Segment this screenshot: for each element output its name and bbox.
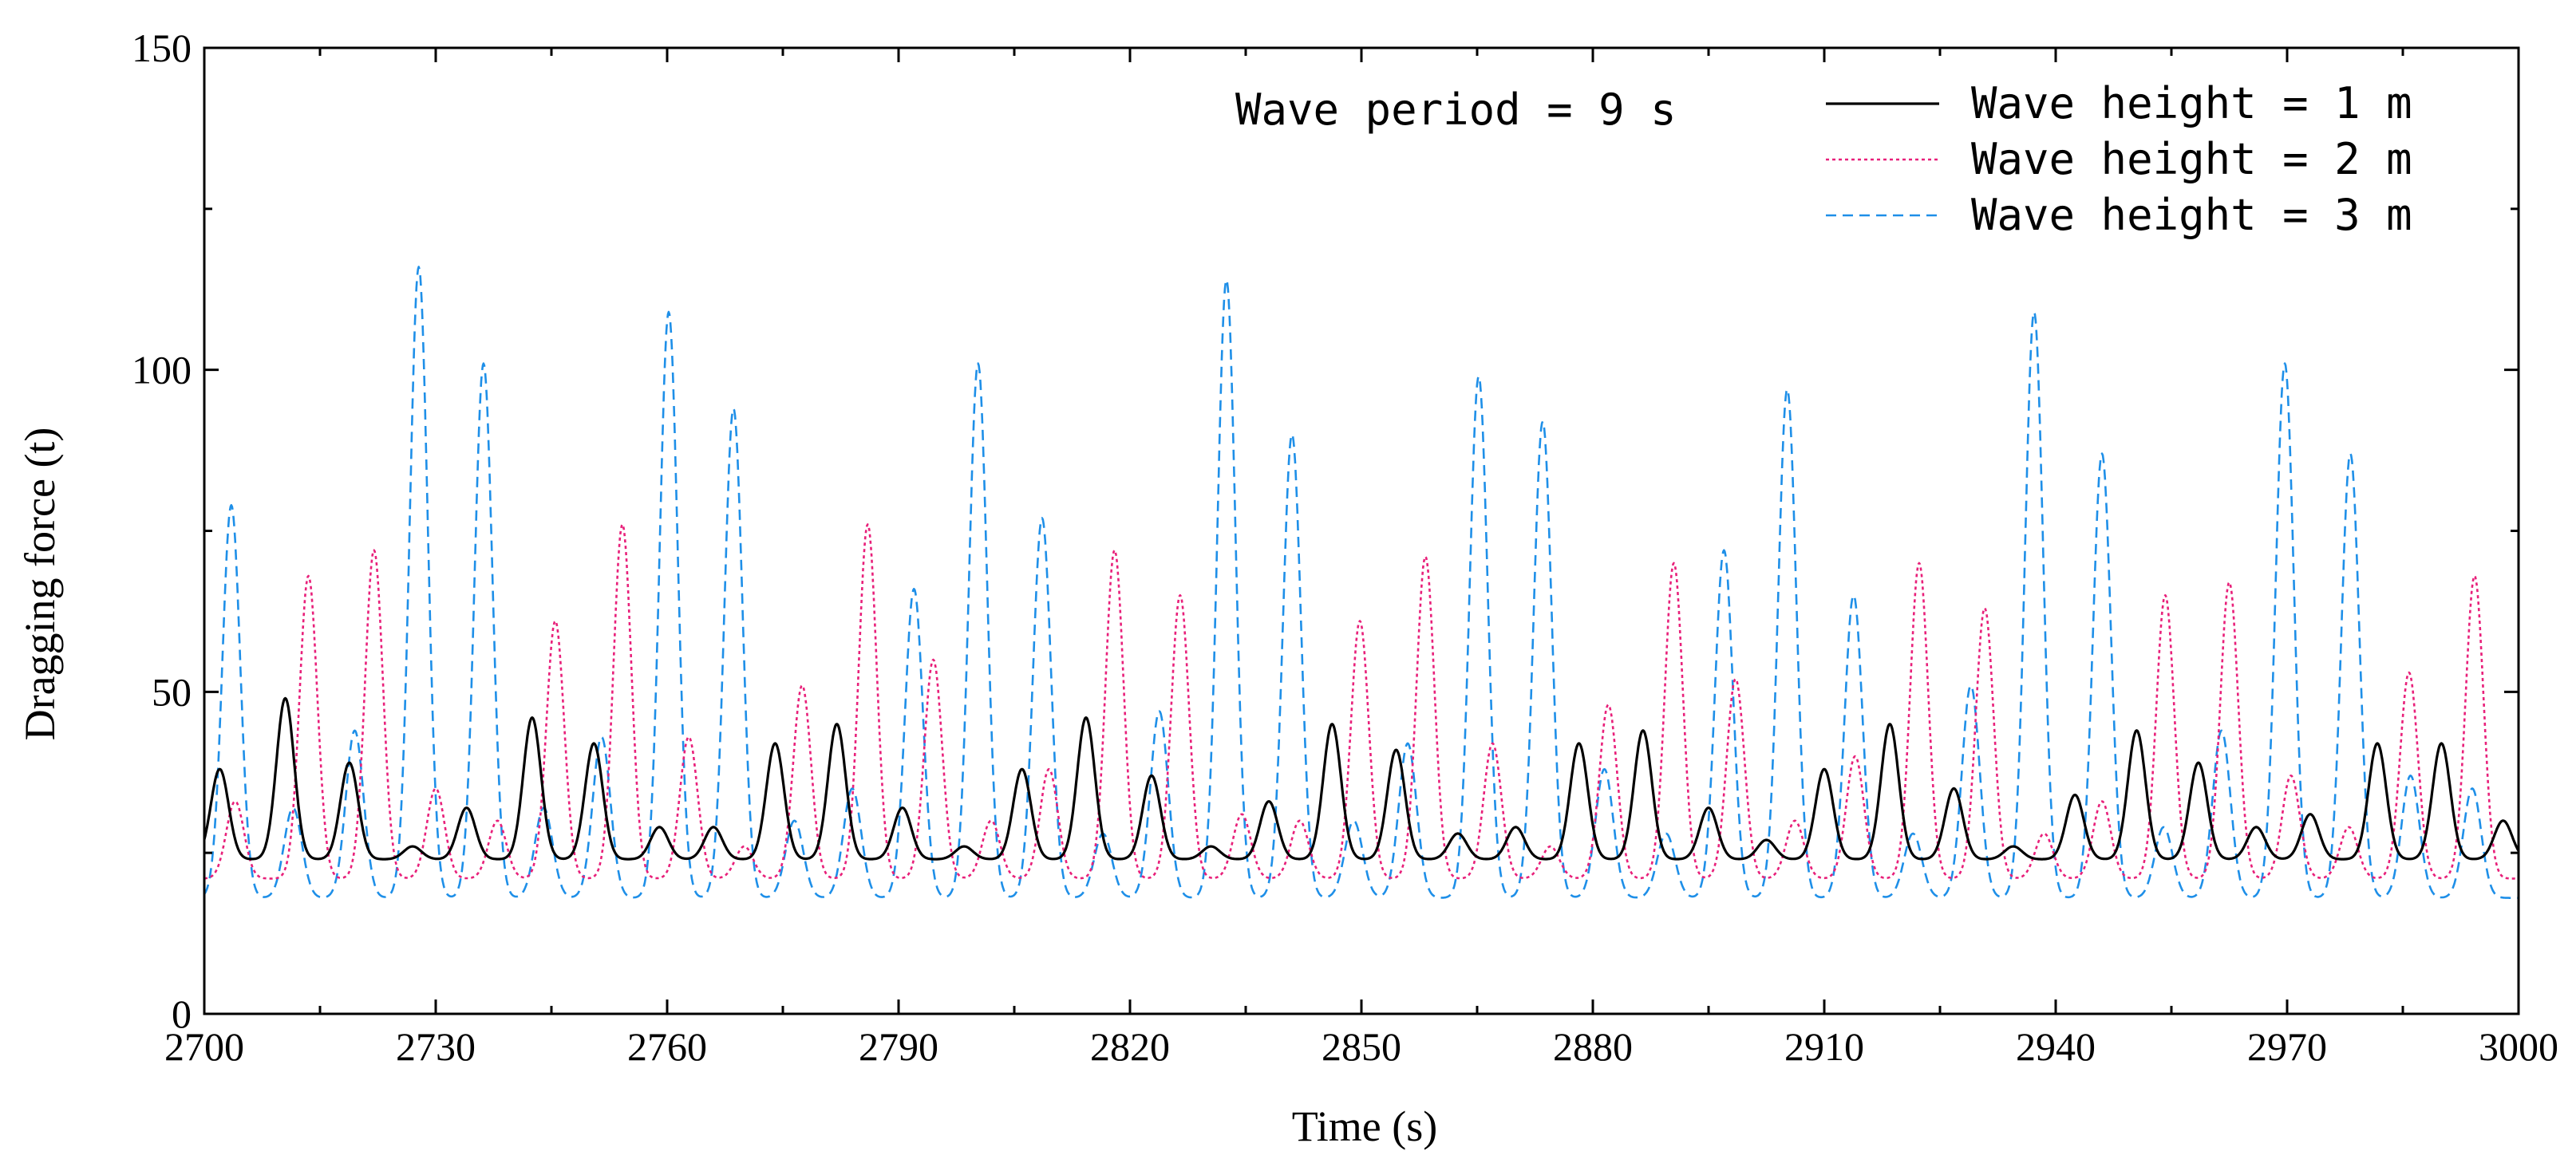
x-tick-label: 2880 [1553, 1024, 1633, 1069]
labels-layer: Time (s) Dragging force (t) Wave period … [16, 85, 1677, 1150]
x-tick-label: 2850 [1322, 1024, 1401, 1069]
legend-label-3: Wave height = 3 m [1971, 190, 2412, 240]
series-line-3 [204, 266, 2519, 899]
legend-label-2: Wave height = 2 m [1971, 134, 2412, 184]
x-tick-label: 2910 [1784, 1024, 1864, 1069]
y-tick-label: 0 [172, 992, 192, 1036]
y-tick-label: 150 [132, 26, 192, 70]
x-tick-label: 2760 [627, 1024, 707, 1069]
series-line-2 [204, 523, 2519, 880]
series-line-1 [204, 696, 2519, 861]
x-tick-label: 2940 [2016, 1024, 2096, 1069]
x-tick-label: 2820 [1090, 1024, 1170, 1069]
ticks-layer: 2700 2730 2760 2790 2820 2850 2880 2910 2940 2970… [132, 26, 2558, 1069]
y-tick-label: 50 [152, 669, 192, 714]
series-layer [204, 266, 2519, 899]
x-tick-label: 3000 [2479, 1024, 2558, 1069]
x-axis-title: Time (s) [1292, 1102, 1438, 1150]
x-tick-label: 2970 [2247, 1024, 2327, 1069]
x-tick-label: 2790 [859, 1024, 938, 1069]
legend: Wave height = 1 m Wave height = 2 m Wave h… [1826, 78, 2412, 240]
y-axis-title: Dragging force (t) [16, 428, 64, 741]
x-tick-label: 2700 [164, 1024, 244, 1069]
legend-label-1: Wave height = 1 m [1971, 78, 2412, 128]
x-tick-label: 2730 [396, 1024, 476, 1069]
wave-period-annotation: Wave period = 9 s [1235, 85, 1677, 135]
y-tick-label: 100 [132, 348, 192, 392]
